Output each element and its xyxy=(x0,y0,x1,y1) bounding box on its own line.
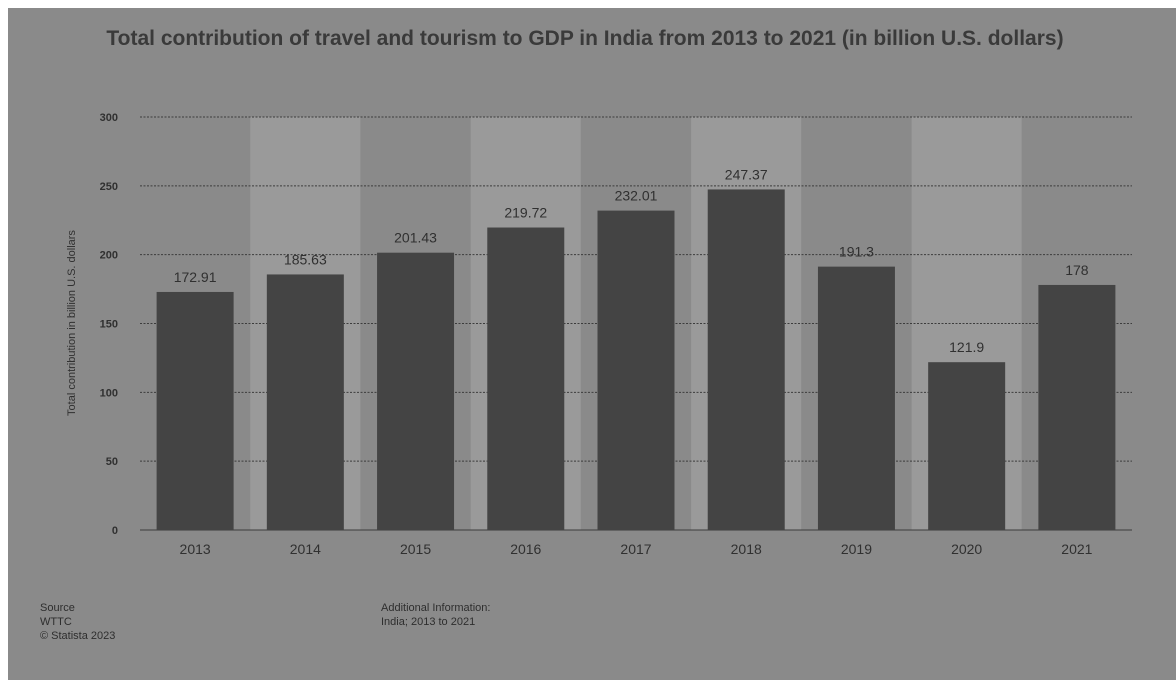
value-label: 219.72 xyxy=(504,205,547,221)
value-label: 172.91 xyxy=(174,269,217,285)
x-tick-label: 2013 xyxy=(180,541,211,557)
bar xyxy=(707,189,785,530)
x-tick-label: 2016 xyxy=(510,541,541,557)
source-block: Source WTTC © Statista 2023 xyxy=(40,601,115,643)
x-tick-label: 2018 xyxy=(731,541,762,557)
value-label: 178 xyxy=(1065,262,1089,278)
additional-information: Additional Information: India; 2013 to 2… xyxy=(381,601,490,629)
y-tick-label: 250 xyxy=(100,181,118,193)
y-tick-label: 300 xyxy=(100,112,118,124)
bar xyxy=(817,266,895,530)
source-label: Source xyxy=(40,602,75,614)
bar xyxy=(266,274,344,530)
value-label: 232.01 xyxy=(615,188,658,204)
x-tick-label: 2015 xyxy=(400,541,431,557)
y-tick-label: 200 xyxy=(100,250,118,262)
y-tick-label: 100 xyxy=(100,387,118,399)
value-label: 191.3 xyxy=(839,244,874,260)
copyright: © Statista 2023 xyxy=(40,630,116,642)
info-text: India; 2013 to 2021 xyxy=(381,616,476,628)
chart-title: Total contribution of travel and tourism… xyxy=(106,27,1064,50)
x-tick-label: 2019 xyxy=(841,541,872,557)
x-tick-label: 2021 xyxy=(1061,541,1092,557)
y-axis-ticks: 0 50 100 150 200 250 300 xyxy=(100,112,118,537)
x-tick-label: 2017 xyxy=(620,541,651,557)
bar xyxy=(1038,284,1116,530)
value-label: 121.9 xyxy=(949,339,984,355)
value-labels: 172.91 185.63 201.43 219.72 232.01 247.37 191.… xyxy=(174,166,1089,355)
bar xyxy=(377,252,455,530)
info-label: Additional Information: xyxy=(381,602,491,614)
bars xyxy=(156,189,1116,531)
value-label: 201.43 xyxy=(394,230,437,246)
bar xyxy=(928,362,1006,530)
bar xyxy=(597,210,675,531)
y-axis-label: Total contribution in billion U.S. dolla… xyxy=(66,230,78,416)
y-tick-label: 50 xyxy=(106,456,118,468)
x-tick-label: 2014 xyxy=(290,541,321,557)
x-tick-label: 2020 xyxy=(951,541,982,557)
bar xyxy=(487,227,565,530)
value-label: 247.37 xyxy=(725,166,768,182)
source-name: WTTC xyxy=(40,616,72,628)
bar xyxy=(156,291,234,530)
y-tick-label: 0 xyxy=(112,525,118,537)
value-label: 185.63 xyxy=(284,251,327,267)
x-axis-labels: 2013 2014 2015 2016 2017 2018 2019 2020 2021 xyxy=(180,541,1093,557)
y-tick-label: 150 xyxy=(100,319,118,331)
